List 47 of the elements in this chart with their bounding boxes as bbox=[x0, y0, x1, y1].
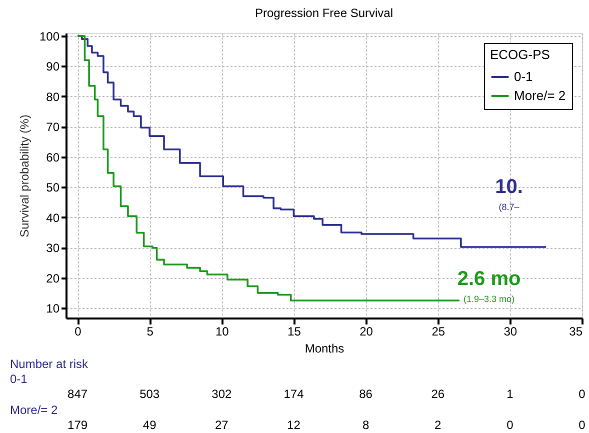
x-tick-label: 25 bbox=[432, 324, 446, 338]
x-tick-label: 10 bbox=[215, 324, 230, 338]
x-tick-label: 35 bbox=[569, 324, 583, 338]
text: 847 bbox=[68, 387, 88, 401]
text: More/= 2 bbox=[10, 403, 58, 417]
text: 8 bbox=[362, 418, 370, 432]
annotation: (1.9–3.3 mo) bbox=[463, 294, 515, 304]
text: 0 bbox=[578, 418, 586, 432]
y-tick-label: 20 bbox=[46, 271, 60, 286]
x-tick-label: 20 bbox=[360, 324, 374, 338]
text: 0-1 bbox=[10, 372, 28, 386]
text: 0 bbox=[578, 387, 586, 401]
text: 49 bbox=[142, 418, 157, 432]
x-tick-label: 0 bbox=[74, 324, 82, 338]
y-tick-label: 80 bbox=[46, 90, 60, 104]
y-tick-label: 100 bbox=[39, 30, 60, 44]
legend-label: More/= 2 bbox=[514, 88, 566, 103]
y-tick-label: 30 bbox=[46, 241, 60, 256]
text: 0 bbox=[506, 418, 514, 432]
y-axis-title: Survival probability (%) bbox=[17, 114, 32, 238]
y-tick-label: 90 bbox=[46, 60, 60, 74]
text: 2 bbox=[434, 418, 442, 432]
x-tick-label: 30 bbox=[504, 324, 518, 338]
text: 26 bbox=[431, 387, 445, 401]
y-tick-label: 40 bbox=[46, 210, 60, 225]
x-tick-label: 15 bbox=[288, 324, 302, 338]
y-tick-label: 60 bbox=[46, 150, 60, 164]
text: 503 bbox=[140, 387, 160, 401]
y-tick-label: 50 bbox=[46, 180, 60, 195]
text: 302 bbox=[212, 387, 232, 401]
x-axis-title: Months bbox=[304, 342, 344, 356]
chart-title: Progression Free Survival bbox=[254, 6, 394, 20]
text: 1 bbox=[506, 387, 514, 401]
annotation: 10. bbox=[495, 176, 523, 198]
text: 174 bbox=[284, 387, 304, 401]
text: 12 bbox=[287, 418, 301, 432]
annotation: 2.6 mo bbox=[457, 268, 521, 290]
x-tick-label: 5 bbox=[146, 324, 154, 338]
text: 27 bbox=[214, 418, 229, 432]
y-tick-label: 70 bbox=[46, 120, 60, 134]
text: 86 bbox=[359, 387, 373, 401]
text: Number at risk bbox=[10, 357, 90, 371]
y-tick-label: 10 bbox=[46, 302, 60, 316]
annotation: (8.7– bbox=[498, 202, 520, 212]
legend-label: 0-1 bbox=[514, 69, 533, 84]
text: 179 bbox=[68, 418, 88, 432]
legend-title: ECOG-PS bbox=[490, 47, 550, 62]
